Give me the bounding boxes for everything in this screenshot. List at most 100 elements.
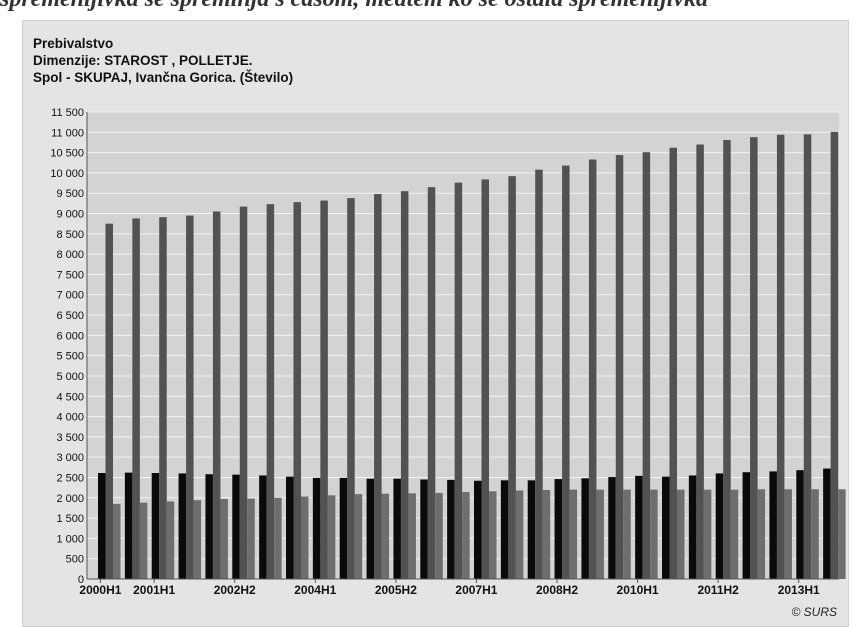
bar-2012H2-s1: [769, 471, 777, 579]
bar-2012H1-s3: [757, 489, 766, 579]
bar-2006H2-s2: [454, 182, 463, 580]
y-tick-label: 3 000: [56, 452, 84, 464]
y-tick-label: 7 000: [56, 290, 84, 302]
y-tick-label: 7 500: [56, 269, 84, 281]
bar-2000H2-s2: [132, 218, 140, 579]
chart-subtitle-filter: Spol - SKUPAJ, Ivančna Gorica. (Število): [33, 70, 294, 85]
x-tick-label: 2001H1: [133, 583, 175, 597]
y-tick-label: 8 000: [56, 249, 84, 261]
bar-2010H1-s3: [650, 489, 658, 579]
bar-2013H2-s3: [838, 489, 846, 579]
bar-2012H2-s3: [784, 489, 792, 579]
y-tick-label: 9 000: [56, 209, 84, 221]
bar-2013H1-s1: [796, 470, 804, 579]
bar-2006H2-s3: [462, 492, 470, 579]
bar-2003H1-s1: [259, 475, 267, 579]
bar-2005H1-s3: [381, 493, 390, 579]
chart-title: Prebivalstvo: [33, 36, 114, 51]
x-tick-label: 2007H1: [455, 583, 497, 597]
bar-2010H2-s2: [669, 147, 677, 579]
bar-2006H2-s1: [447, 479, 455, 579]
bar-2008H2-s2: [562, 165, 570, 579]
y-tick-label: 1 000: [56, 533, 84, 545]
bar-2009H1-s3: [596, 489, 604, 579]
bar-2007H2-s3: [515, 490, 524, 579]
bar-2001H1-s3: [166, 501, 175, 579]
bar-2007H1-s2: [481, 179, 489, 579]
y-tick-label: 11 500: [51, 107, 84, 119]
bar-2006H1-s3: [435, 492, 443, 579]
y-tick-label: 4 000: [56, 412, 84, 424]
header-caption: spremenljivka se spreminja s časom, medt…: [0, 0, 867, 16]
bar-2005H1-s2: [374, 194, 382, 579]
bar-2001H2-s2: [186, 215, 194, 579]
bar-2013H2-s1: [823, 468, 831, 579]
bar-2000H1-s2: [105, 223, 113, 579]
bar-2011H1-s3: [703, 489, 712, 579]
bar-2005H2-s3: [408, 493, 416, 579]
y-tick-label: 6 500: [56, 310, 84, 322]
bar-2001H1-s2: [159, 217, 167, 580]
bar-2010H2-s1: [662, 476, 670, 579]
bar-2008H2-s3: [569, 489, 578, 579]
x-tick-label: 2010H1: [617, 583, 659, 597]
bar-2004H2-s2: [347, 198, 355, 579]
y-tick-label: 2 000: [56, 493, 84, 505]
bar-2000H1-s3: [113, 503, 121, 579]
y-tick-label: 10 000: [50, 168, 84, 180]
bar-2009H2-s2: [615, 155, 624, 579]
bar-2011H2-s3: [730, 489, 739, 579]
bar-2004H1-s1: [312, 477, 321, 579]
bar-2002H2-s3: [247, 498, 255, 579]
bar-2001H2-s1: [178, 473, 187, 579]
bar-2004H2-s1: [339, 477, 348, 579]
bar-2009H1-s1: [581, 478, 589, 579]
y-tick-label: 11 000: [51, 127, 84, 139]
bar-2008H1-s2: [535, 169, 543, 579]
bar-2010H2-s3: [677, 489, 685, 579]
y-tick-label: 6 000: [56, 330, 84, 342]
y-tick-label: 0: [78, 574, 84, 586]
y-tick-label: 5 500: [56, 351, 84, 363]
bar-2012H1-s2: [750, 137, 758, 579]
x-tick-label: 2000H1: [79, 583, 121, 597]
x-tick-label: 2004H1: [294, 583, 336, 597]
bar-2000H2-s1: [124, 472, 133, 579]
bar-2001H2-s3: [193, 500, 202, 579]
bar-2011H2-s2: [723, 140, 731, 579]
x-tick-label: 2005H2: [375, 583, 417, 597]
bar-2002H1-s3: [220, 499, 228, 579]
y-tick-label: 5 000: [56, 371, 84, 383]
source-credit: © SURS: [791, 605, 837, 619]
bar-2000H2-s3: [139, 502, 148, 579]
bar-2003H2-s1: [286, 476, 294, 579]
bar-2003H1-s2: [266, 204, 275, 579]
chart-subtitle-dimensions: Dimenzije: STAROST , POLLETJE.: [33, 53, 253, 68]
bar-2002H1-s1: [205, 474, 213, 579]
bar-2013H2-s2: [830, 131, 839, 579]
bar-2006H1-s1: [420, 479, 428, 579]
x-axis: 2000H1 2001H1 2002H2 2004H1 2005H2 2007H1 2008…: [79, 578, 839, 597]
y-axis: 0 500 1 000 1 500 2 000 2 500 3 000 3 500 4 000 4…: [50, 107, 88, 586]
bar-2013H1-s2: [803, 134, 812, 579]
y-tick-label: 3 500: [56, 432, 84, 444]
bar-2012H1-s1: [742, 472, 751, 579]
x-tick-label: 2011H2: [697, 583, 739, 597]
bar-2003H2-s3: [301, 496, 309, 579]
bar-2012H2-s2: [776, 134, 785, 579]
bar-2011H1-s2: [696, 144, 704, 580]
bar-2013H1-s3: [811, 489, 819, 579]
y-tick-label: 9 500: [56, 188, 84, 200]
bar-2011H1-s1: [688, 475, 697, 579]
bar-2005H2-s2: [400, 191, 409, 579]
bar-2002H2-s1: [232, 474, 240, 579]
bar-2008H1-s1: [527, 480, 536, 579]
bar-2000H1-s1: [98, 473, 106, 579]
bars: [98, 131, 846, 580]
bar-2005H2-s1: [393, 478, 401, 579]
bar-2001H1-s1: [151, 473, 160, 579]
x-tick-label: 2008H2: [536, 583, 578, 597]
bar-2005H1-s1: [366, 478, 375, 579]
y-tick-label: 10 500: [50, 148, 84, 160]
